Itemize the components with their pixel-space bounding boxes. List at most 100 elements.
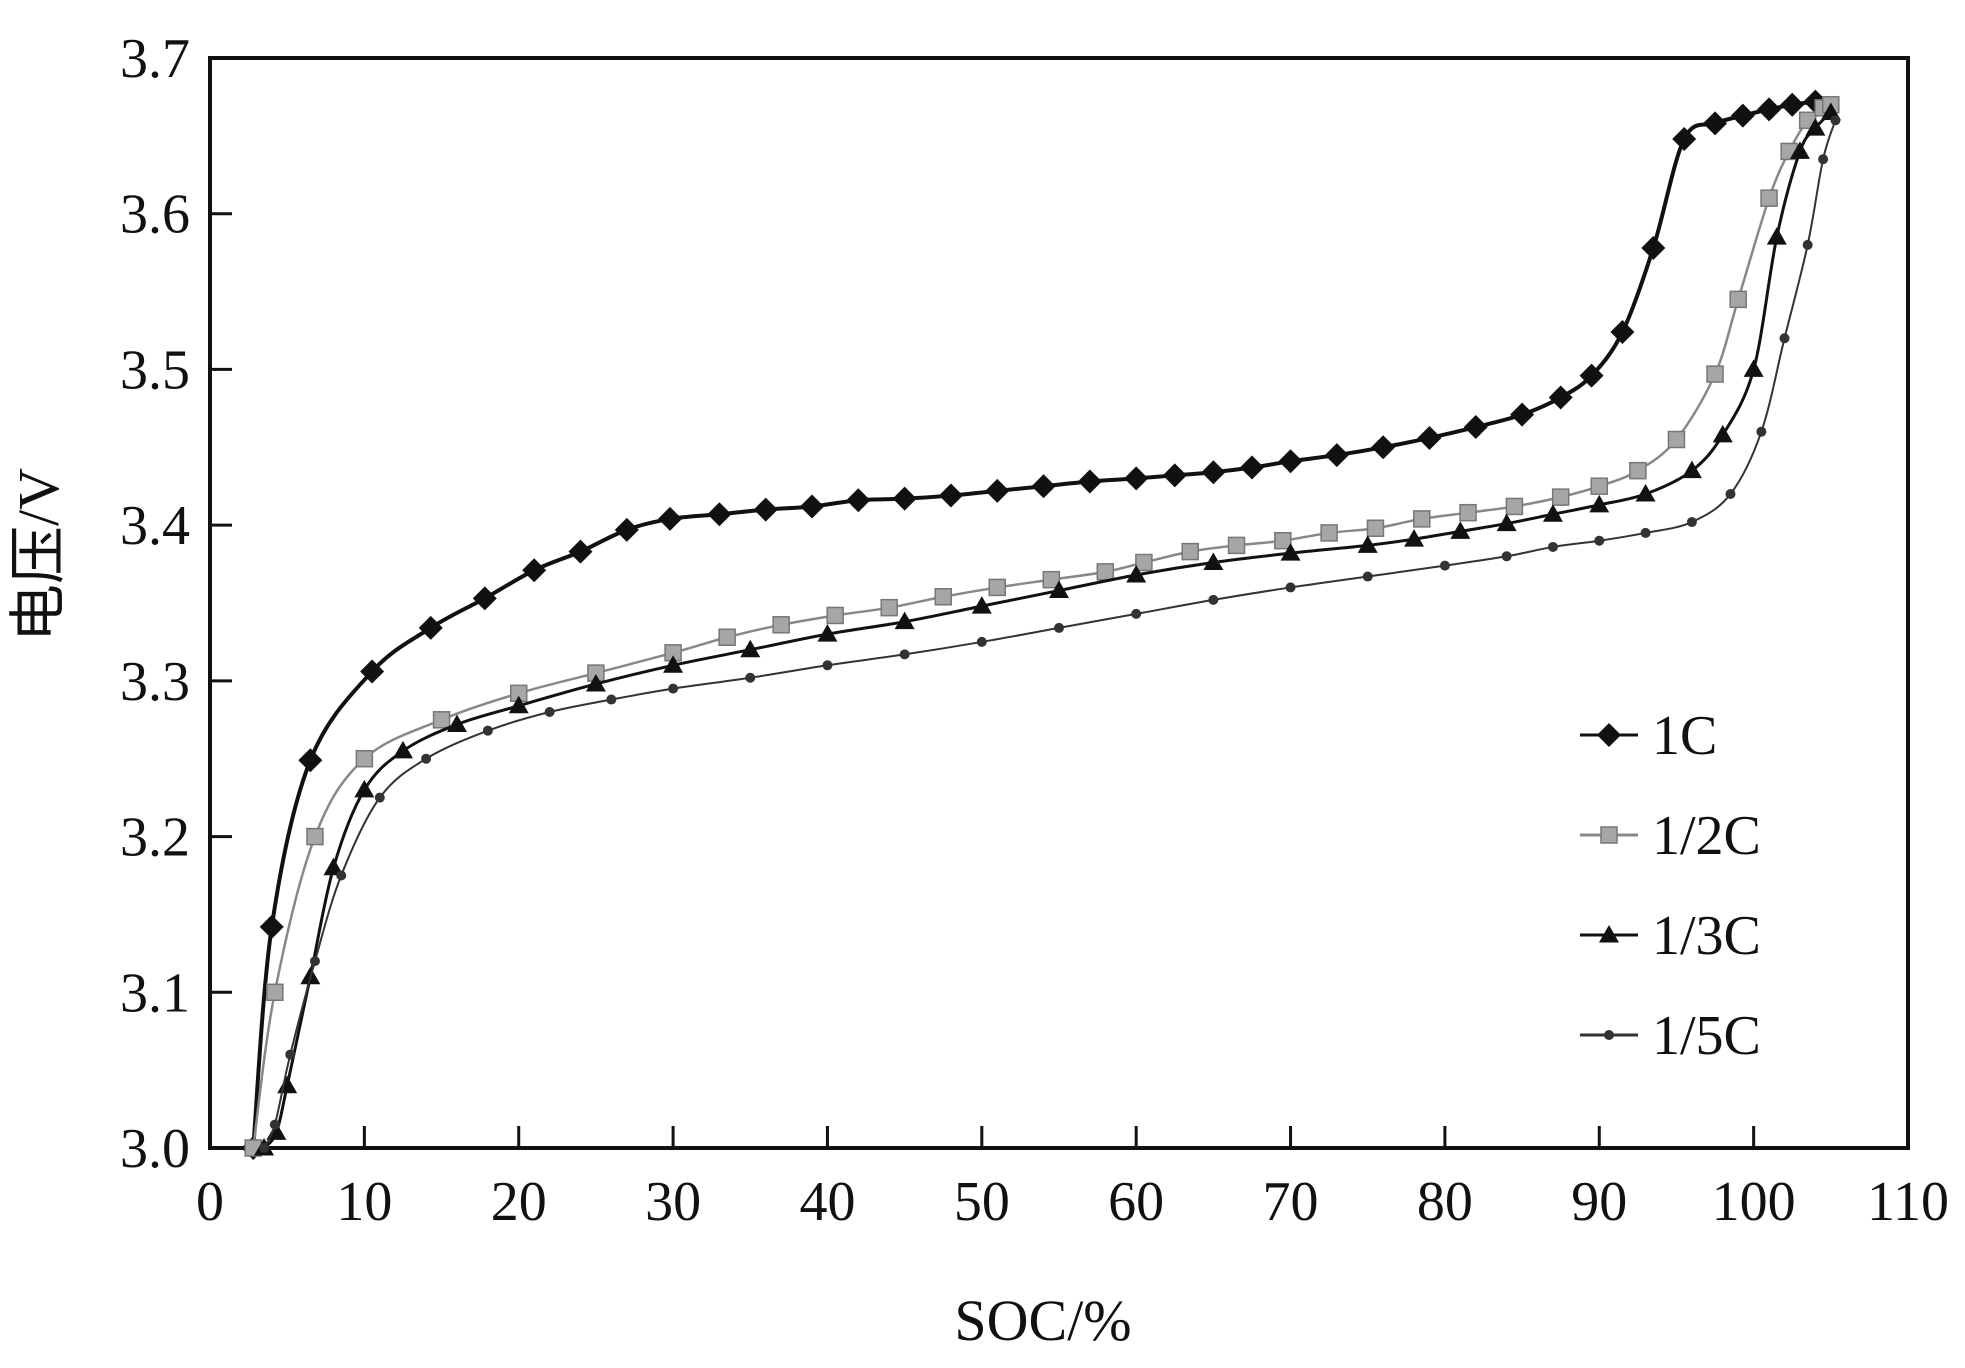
x-tick-label: 110 [1867,1171,1949,1233]
data-point [1042,570,1061,589]
data-point [360,659,385,684]
data-point [1766,227,1787,245]
legend-marker [1597,723,1621,747]
data-point [1635,484,1656,502]
data-point [892,486,917,511]
series-line-0 [251,99,1816,1149]
data-point [817,624,838,642]
legend-marker [1604,1030,1614,1040]
data-point [1830,115,1841,126]
data-point [1324,443,1349,468]
data-point [446,714,467,732]
data-point [846,488,871,513]
x-tick-label: 50 [954,1171,1010,1233]
data-point [1274,531,1292,550]
data-point [374,792,385,803]
data-point [1672,126,1697,151]
data-point [899,649,910,660]
data-point [745,672,756,683]
data-point [658,506,683,531]
plot-frame [208,56,1910,1150]
data-point [1285,582,1296,593]
data-point [753,497,778,522]
data-point [421,753,432,764]
data-point [1135,553,1153,572]
data-point [585,673,606,692]
data-point [668,683,679,694]
data-point [355,749,374,768]
data-point [1629,461,1647,480]
data-point [1686,517,1697,528]
data-point [1459,503,1477,522]
data-point [1131,608,1142,619]
data-point [988,578,1007,597]
legend: 1C 1/2C 1/3C 1/5C [1580,705,1761,1067]
data-point [1366,519,1385,538]
data-point [1579,363,1604,388]
data-point [418,615,443,640]
data-point [1496,513,1517,532]
data-point [938,483,963,508]
data-point [1124,466,1149,491]
data-point [306,827,324,846]
data-point [1730,103,1755,128]
series-3 [259,115,1841,1153]
x-tick-label: 60 [1108,1171,1164,1233]
data-point [1594,535,1605,546]
data-point [1641,235,1666,260]
data-point [1357,535,1378,553]
y-tick-label: 3.2 [120,807,190,869]
data-point [1547,541,1558,552]
data-point [1551,488,1570,506]
data-point [259,914,284,939]
data-point [1789,141,1810,159]
data-point [1227,536,1246,555]
series-line-1 [251,103,1832,1149]
data-point [1706,365,1724,383]
legend-item: 1C [1580,705,1717,767]
data-point [934,588,952,606]
y-tick-label: 3.0 [120,1118,190,1180]
legend-label: 1/5C [1652,1005,1761,1067]
data-point [1703,111,1728,136]
y-tick-label: 3.1 [120,962,190,1024]
y-tick-label: 3.4 [120,495,190,557]
data-point [1371,435,1396,460]
data-point [1818,154,1829,165]
data-point [1208,594,1219,605]
legend-item: 1/2C [1580,805,1761,867]
legend-label: 1/2C [1652,805,1761,867]
data-point [822,660,833,671]
data-point [718,628,736,647]
data-point [1743,359,1764,377]
data-point [568,539,593,564]
x-tick-label: 100 [1712,1171,1796,1233]
plot-frame-group [208,56,1910,1150]
data-point [1320,524,1338,542]
y-tick-label: 3.3 [120,651,190,713]
data-point [1667,430,1686,449]
data-point [614,517,639,542]
data-point [1505,497,1524,516]
data-point [1201,460,1226,485]
data-point [522,558,547,583]
data-point [1589,494,1610,513]
data-point [259,1143,270,1153]
data-point [432,711,451,729]
legend-item: 1/5C [1580,1005,1761,1067]
data-point [1049,580,1069,599]
x-tick-label: 10 [336,1171,392,1233]
data-point [1417,425,1442,450]
series-2 [254,102,1841,1156]
data-point [1548,385,1573,410]
data-point [508,695,529,714]
data-point [606,694,617,705]
data-point [269,1119,280,1130]
data-point [1181,542,1199,561]
data-point [1729,290,1747,309]
data-point [1413,510,1431,528]
data-point [1802,239,1813,250]
data-point [285,1049,296,1060]
data-point [1096,563,1115,581]
